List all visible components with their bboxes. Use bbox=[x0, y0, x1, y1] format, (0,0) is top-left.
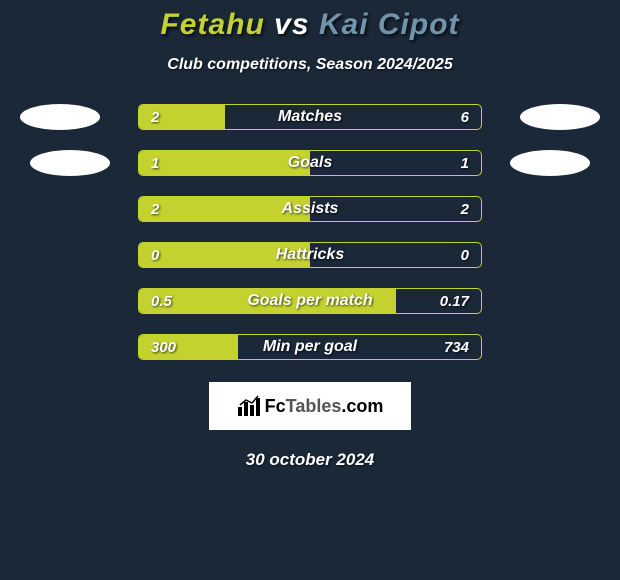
date-line: 30 october 2024 bbox=[0, 450, 620, 470]
stat-bar: 0.5Goals per match0.17 bbox=[138, 288, 482, 314]
subtitle: Club competitions, Season 2024/2025 bbox=[0, 56, 620, 74]
bars-area: 2Matches61Goals12Assists20Hattricks00.5G… bbox=[0, 104, 620, 360]
logo-text: FcTables.com bbox=[265, 396, 384, 417]
stat-label: Goals bbox=[139, 151, 481, 175]
stat-right-value: 2 bbox=[449, 197, 481, 221]
stat-bar: 300Min per goal734 bbox=[138, 334, 482, 360]
stat-label: Min per goal bbox=[139, 335, 481, 359]
stat-label: Assists bbox=[139, 197, 481, 221]
comparison-container: Fetahu vs Kai Cipot Club competitions, S… bbox=[0, 0, 620, 470]
team-badge-left-2 bbox=[30, 150, 110, 176]
stat-row: 0Hattricks0 bbox=[0, 242, 620, 268]
logo-fc: Fc bbox=[265, 396, 286, 416]
chart-icon bbox=[237, 395, 261, 417]
stat-right-value: 6 bbox=[449, 105, 481, 129]
stat-label: Matches bbox=[139, 105, 481, 129]
stat-right-value: 1 bbox=[449, 151, 481, 175]
logo-dotcom: .com bbox=[341, 396, 383, 416]
stat-bar: 1Goals1 bbox=[138, 150, 482, 176]
team-badge-right-2 bbox=[510, 150, 590, 176]
stat-right-value: 0.17 bbox=[428, 289, 481, 313]
stat-bar: 0Hattricks0 bbox=[138, 242, 482, 268]
team-badge-left-1 bbox=[20, 104, 100, 130]
stat-row: 0.5Goals per match0.17 bbox=[0, 288, 620, 314]
team-badge-right-1 bbox=[520, 104, 600, 130]
stat-bar: 2Matches6 bbox=[138, 104, 482, 130]
vs-label: vs bbox=[274, 8, 309, 41]
player1-name: Fetahu bbox=[160, 8, 264, 41]
logo-tables: Tables bbox=[286, 396, 342, 416]
page-title: Fetahu vs Kai Cipot bbox=[0, 8, 620, 42]
stat-row: 300Min per goal734 bbox=[0, 334, 620, 360]
stat-right-value: 734 bbox=[432, 335, 481, 359]
stat-row: 2Assists2 bbox=[0, 196, 620, 222]
stat-bar: 2Assists2 bbox=[138, 196, 482, 222]
stat-label: Hattricks bbox=[139, 243, 481, 267]
player2-name: Kai Cipot bbox=[319, 8, 460, 41]
fctables-logo[interactable]: FcTables.com bbox=[209, 382, 411, 430]
stat-right-value: 0 bbox=[449, 243, 481, 267]
